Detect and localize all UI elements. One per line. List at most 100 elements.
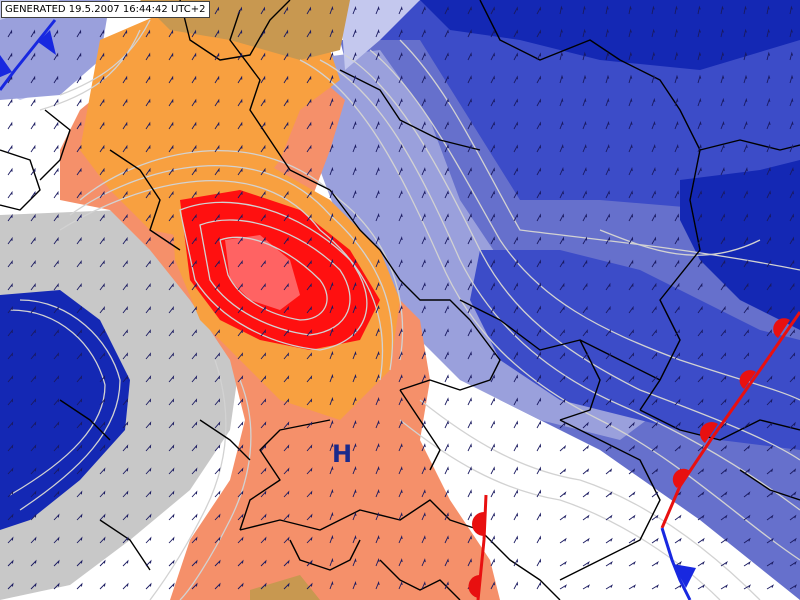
wind-arrow-icon bbox=[697, 97, 702, 107]
wind-arrow-icon bbox=[329, 373, 334, 383]
wind-arrow-icon bbox=[237, 582, 244, 590]
wind-arrow-icon bbox=[628, 514, 636, 521]
wind-arrow-icon bbox=[421, 466, 426, 475]
wind-arrow-icon bbox=[743, 236, 749, 245]
wind-arrow-icon bbox=[789, 329, 795, 337]
wind-arrow-icon bbox=[306, 190, 312, 199]
wind-arrow-icon bbox=[53, 213, 59, 222]
wind-arrow-icon bbox=[651, 537, 659, 544]
wind-arrow-icon bbox=[145, 121, 151, 130]
wind-arrow-icon bbox=[421, 259, 426, 268]
wind-arrow-icon bbox=[145, 375, 152, 383]
wind-arrow-icon bbox=[352, 213, 357, 222]
wind-arrow-icon bbox=[398, 397, 403, 406]
wind-arrow-icon bbox=[674, 584, 682, 590]
wind-arrow-icon bbox=[651, 28, 655, 38]
wind-arrow-icon bbox=[628, 167, 633, 176]
wind-arrow-icon bbox=[306, 536, 313, 544]
wind-arrow-icon bbox=[99, 259, 105, 268]
wind-arrow-icon bbox=[168, 52, 174, 61]
wind-arrow-icon bbox=[536, 558, 542, 567]
wind-arrow-icon bbox=[674, 514, 682, 521]
wind-arrow-icon bbox=[559, 561, 567, 567]
wind-arrow-icon bbox=[283, 75, 289, 84]
wind-arrow-icon bbox=[467, 535, 472, 544]
wind-arrow-icon bbox=[697, 282, 703, 291]
wind-arrow-icon bbox=[467, 374, 472, 383]
wind-arrow-icon bbox=[605, 561, 613, 567]
wind-arrow-icon bbox=[145, 144, 151, 153]
wind-arrow-icon bbox=[260, 582, 267, 590]
wind-arrow-icon bbox=[697, 537, 705, 544]
wind-arrow-icon bbox=[444, 351, 449, 360]
wind-arrow-icon bbox=[766, 190, 771, 199]
wind-arrow-icon bbox=[329, 235, 334, 245]
wind-arrow-icon bbox=[743, 537, 751, 544]
wind-arrow-icon bbox=[536, 29, 542, 38]
wind-arrow-icon bbox=[766, 468, 774, 475]
wind-arrow-icon bbox=[145, 52, 151, 61]
wind-arrow-icon bbox=[743, 28, 747, 38]
wind-arrow-icon bbox=[697, 584, 705, 590]
wind-arrow-icon bbox=[605, 190, 610, 199]
wind-arrow-icon bbox=[444, 144, 449, 153]
wind-arrow-icon bbox=[720, 491, 728, 498]
wind-arrow-icon bbox=[375, 512, 380, 521]
wind-arrow-icon bbox=[168, 167, 174, 176]
wind-arrow-icon bbox=[628, 213, 634, 222]
wind-arrow-icon bbox=[651, 282, 657, 291]
wind-arrow-icon bbox=[490, 420, 495, 429]
wind-arrow-icon bbox=[7, 144, 13, 153]
wind-arrow-icon bbox=[421, 6, 426, 15]
wind-arrow-icon bbox=[7, 375, 14, 383]
wind-arrow-icon bbox=[168, 213, 174, 222]
wind-arrow-icon bbox=[697, 259, 703, 268]
wind-arrow-icon bbox=[513, 121, 519, 130]
wind-arrow-icon bbox=[329, 327, 334, 337]
wind-arrow-icon bbox=[490, 397, 495, 406]
wind-arrow-icon bbox=[582, 421, 589, 429]
wind-arrow-icon bbox=[559, 97, 564, 107]
wind-arrow-icon bbox=[513, 535, 519, 544]
wind-arrow-icon bbox=[7, 52, 13, 61]
wind-arrow-icon bbox=[513, 558, 519, 567]
wind-arrow-icon bbox=[605, 167, 610, 176]
wind-arrow-icon bbox=[421, 420, 426, 429]
wind-arrow-icon bbox=[398, 351, 403, 360]
wind-arrow-icon bbox=[30, 190, 36, 199]
wind-arrow-icon bbox=[490, 489, 495, 498]
wind-arrow-icon bbox=[766, 213, 772, 222]
wind-arrow-icon bbox=[7, 306, 13, 314]
wind-arrow-icon bbox=[352, 98, 357, 107]
wind-arrow-icon bbox=[122, 375, 129, 383]
wind-arrow-icon bbox=[191, 121, 197, 130]
wind-arrow-icon bbox=[168, 306, 174, 314]
wind-arrow-icon bbox=[651, 491, 659, 498]
wind-arrow-icon bbox=[559, 74, 564, 84]
wind-arrow-icon bbox=[30, 536, 37, 544]
wind-arrow-icon bbox=[559, 121, 564, 130]
wind-arrow-icon bbox=[582, 143, 587, 153]
wind-arrow-icon bbox=[697, 421, 704, 429]
wind-arrow-icon bbox=[99, 375, 106, 383]
wind-arrow-icon bbox=[375, 6, 380, 15]
wind-arrow-icon bbox=[582, 74, 587, 84]
wind-arrow-icon bbox=[7, 444, 14, 452]
wind-arrow-icon bbox=[421, 144, 426, 153]
wind-arrow-icon bbox=[720, 74, 725, 84]
wind-arrow-icon bbox=[329, 51, 334, 61]
wind-arrow-icon bbox=[352, 190, 357, 199]
wind-arrow-icon bbox=[398, 190, 403, 199]
wind-arrow-icon bbox=[214, 352, 220, 360]
wind-arrow-icon bbox=[674, 190, 679, 199]
wind-arrow-icon bbox=[122, 536, 129, 544]
wind-arrow-icon bbox=[467, 512, 472, 521]
wind-arrow-icon bbox=[7, 536, 14, 544]
wind-arrow-icon bbox=[697, 444, 704, 452]
wind-arrow-icon bbox=[191, 513, 198, 521]
wind-arrow-icon bbox=[375, 351, 380, 360]
wind-arrow-icon bbox=[789, 5, 793, 15]
wind-arrow-icon bbox=[651, 398, 658, 406]
wind-arrow-icon bbox=[628, 97, 633, 107]
